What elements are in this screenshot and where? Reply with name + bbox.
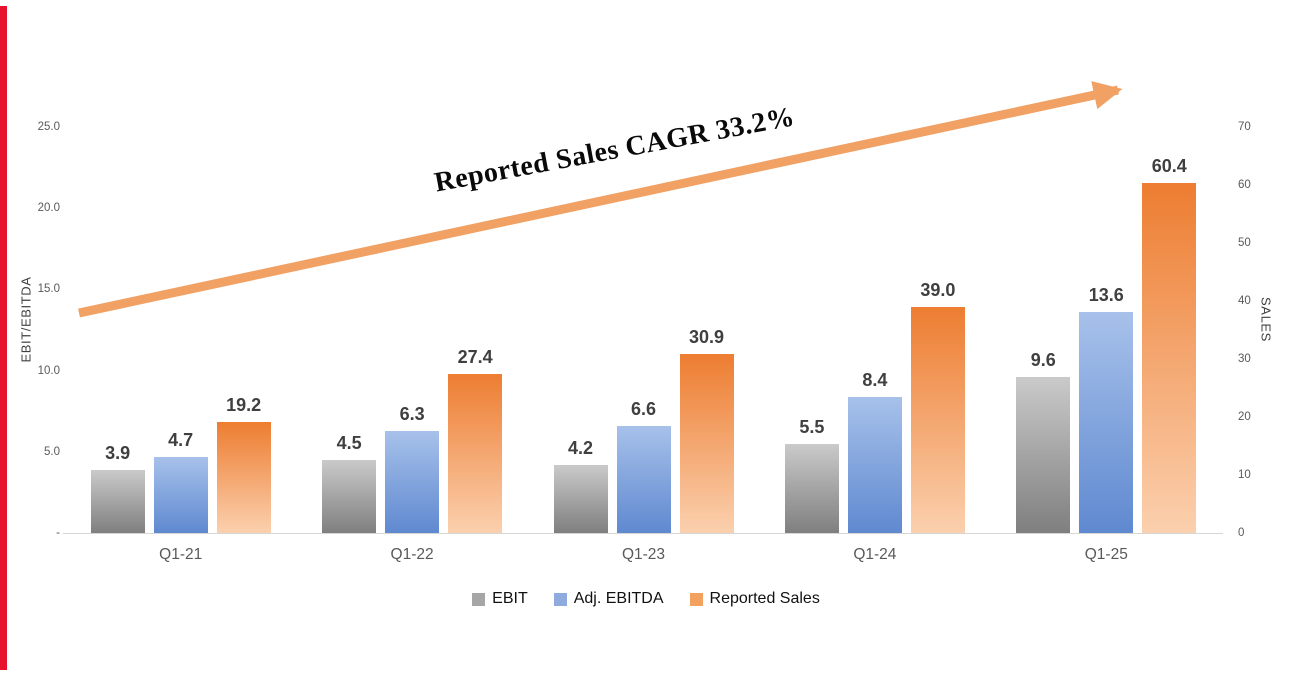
left-axis-tick: 25.0 (37, 121, 60, 133)
legend-item-adj-ebitda: Adj. EBITDA (553, 590, 664, 608)
right-axis-tick: 10 (1238, 469, 1251, 481)
left-axis-tick: 20.0 (37, 202, 60, 215)
left-axis-tick: - (56, 527, 60, 539)
data-label: 27.4 (457, 347, 493, 368)
legend-swatch (553, 592, 567, 606)
data-label: 60.4 (1151, 155, 1187, 176)
data-label: 6.6 (630, 398, 657, 419)
right-axis-tick: 30 (1238, 353, 1251, 365)
left-axis-tick: 5.0 (44, 445, 60, 458)
category-label: Q1-22 (390, 546, 434, 563)
data-label: 8.4 (862, 369, 888, 390)
legend-label: EBIT (492, 590, 528, 607)
bar-reported-sales (448, 374, 503, 533)
data-label: 4.7 (168, 429, 194, 450)
category-label: Q1-21 (159, 546, 203, 563)
bar-ebit (784, 443, 839, 533)
right-axis-tick: 70 (1238, 121, 1251, 133)
right-axis-tick: 0 (1238, 527, 1245, 539)
legend-item-reported-sales: Reported Sales (689, 590, 820, 608)
data-label: 5.5 (799, 416, 825, 437)
legend-label: Reported Sales (709, 590, 820, 607)
bar-ebit (553, 464, 608, 533)
data-label: 13.6 (1088, 285, 1124, 306)
data-label: 30.9 (688, 326, 725, 347)
legend-swatch (689, 592, 703, 606)
right-axis-tick: 60 (1238, 179, 1251, 191)
right-axis-tick: 40 (1238, 295, 1251, 307)
category-label: Q1-24 (853, 546, 897, 563)
left-axis-tick: 15.0 (37, 283, 60, 296)
left-axis-title: EBIT/EBITDA (18, 276, 34, 363)
right-axis-tick: 50 (1238, 237, 1251, 249)
legend: EBIT Adj. EBITDA Reported Sales (0, 590, 1292, 608)
bar-reported-sales (679, 353, 734, 533)
legend-label: Adj. EBITDA (573, 590, 664, 607)
data-label: 19.2 (226, 394, 262, 415)
bar-adj-ebitda (1079, 312, 1134, 533)
data-label: 4.2 (567, 437, 594, 458)
data-label: 3.9 (105, 442, 131, 463)
left-red-stripe (0, 6, 7, 670)
bar-reported-sales (1142, 182, 1197, 533)
bar-reported-sales (910, 306, 965, 533)
x-axis-line (63, 533, 1223, 534)
bar-reported-sales (216, 421, 271, 533)
bar-ebit (322, 459, 377, 533)
bar-adj-ebitda (847, 396, 902, 533)
bar-adj-ebitda (616, 425, 671, 533)
legend-item-ebit: EBIT (472, 590, 528, 608)
data-label: 39.0 (920, 279, 956, 300)
data-label: 4.5 (336, 432, 362, 453)
category-label: Q1-23 (621, 546, 666, 563)
legend-swatch (472, 592, 486, 606)
bar-adj-ebitda (385, 430, 440, 533)
left-axis-tick: 10.0 (37, 364, 60, 377)
bar-ebit (90, 469, 145, 533)
bar-ebit (1016, 377, 1071, 533)
right-axis-tick: 20 (1238, 411, 1251, 423)
data-label: 6.3 (399, 403, 425, 424)
category-label: Q1-25 (1084, 546, 1128, 563)
bar-adj-ebitda (153, 456, 208, 533)
data-label: 9.6 (1030, 350, 1056, 371)
